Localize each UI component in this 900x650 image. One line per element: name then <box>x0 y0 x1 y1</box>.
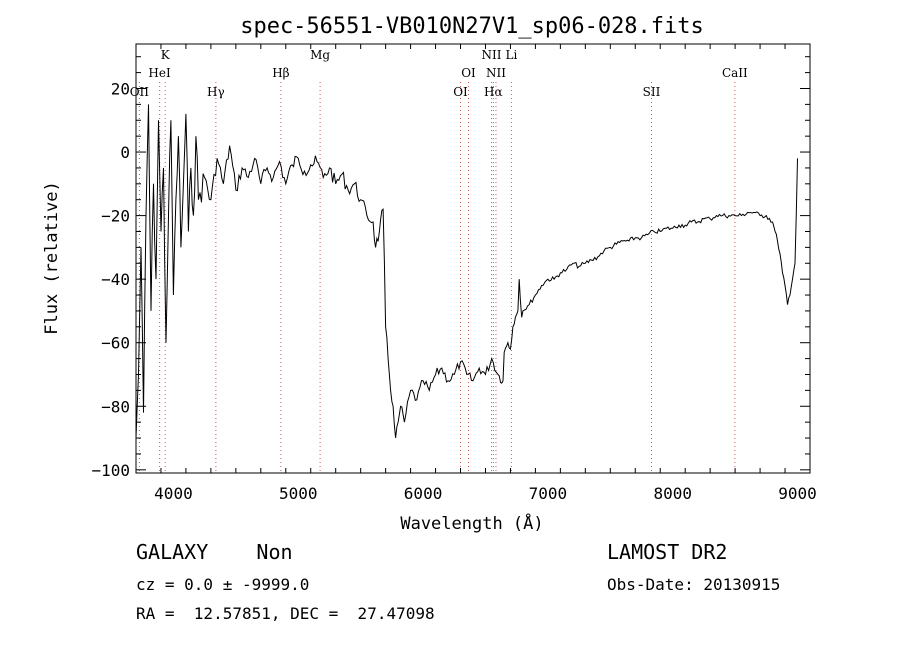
y-tick-label: −20 <box>101 207 130 226</box>
survey-label: LAMOST DR2 <box>607 540 728 564</box>
obs-date-label: Obs-Date: 20130915 <box>607 575 781 594</box>
y-axis-label: Flux (relative) <box>42 181 62 335</box>
y-tick-label: −80 <box>101 397 130 416</box>
object-class-label: GALAXY Non <box>136 540 293 564</box>
x-tick-label: 8000 <box>653 484 692 503</box>
y-tick-label: 0 <box>120 143 130 162</box>
x-tick-label: 4000 <box>154 484 193 503</box>
y-tick-label: −60 <box>101 334 130 353</box>
line-marker-label: OI <box>461 66 476 80</box>
line-marker-label: Hβ <box>272 66 289 80</box>
line-marker-label: K <box>161 48 171 62</box>
redshift-label: cz = 0.0 ± -9999.0 <box>136 575 310 594</box>
line-marker-label: NII <box>481 48 501 62</box>
line-marker-label: HeI <box>148 66 171 80</box>
plot-frame <box>135 43 811 474</box>
spectrum-series-line <box>135 104 798 439</box>
x-axis-label: Wavelength (Å) <box>400 512 543 534</box>
line-marker-label: Mg <box>310 48 330 62</box>
line-marker-label: NII <box>486 66 506 80</box>
y-tick-label: −100 <box>91 461 130 480</box>
ra-dec-label: RA = 12.57851, DEC = 27.47098 <box>136 604 435 623</box>
line-marker-label: Hα <box>484 85 503 99</box>
line-marker-label: Li <box>506 48 518 62</box>
line-marker-label: CaII <box>722 66 748 80</box>
x-tick-label: 7000 <box>529 484 568 503</box>
x-axis: 4000 5000 6000 7000 8000 9000 <box>135 44 817 503</box>
line-marker-label: SII <box>643 85 661 99</box>
y-tick-label: −40 <box>101 270 130 289</box>
line-marker-label: OII <box>130 85 150 99</box>
line-marker-label: OI <box>453 85 468 99</box>
chart-title: spec-56551-VB010N27V1_sp06-028.fits <box>240 14 704 39</box>
y-axis: −100 −80 −60 −40 −20 0 20 <box>91 56 810 480</box>
spectrum-chart: spec-56551-VB010N27V1_sp06-028.fits OII K… <box>42 14 817 534</box>
x-tick-label: 6000 <box>404 484 443 503</box>
x-tick-label: 5000 <box>279 484 318 503</box>
x-tick-label: 9000 <box>778 484 817 503</box>
line-marker-label: Hγ <box>207 85 225 99</box>
y-tick-label: 20 <box>111 79 130 98</box>
